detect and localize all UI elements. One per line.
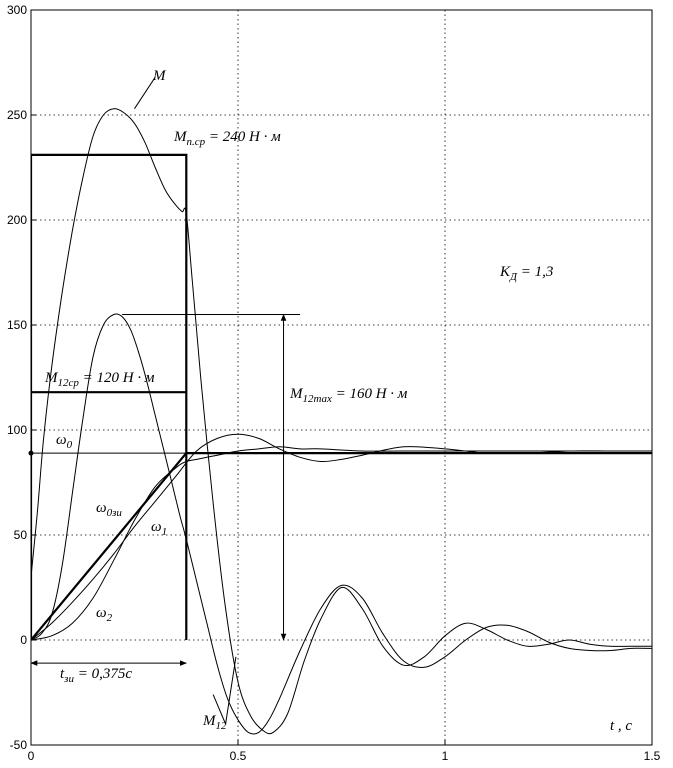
label-m-pcr: Mп.ср = 240 Н · м	[173, 129, 281, 148]
label-omega0zi: ω0зи	[96, 500, 122, 519]
y-tick-label: 50	[14, 528, 28, 542]
y-tick-label: 100	[7, 423, 27, 437]
label-m12: M12	[202, 713, 227, 732]
x-tick-label: 1.5	[644, 749, 661, 763]
plot-area	[30, 9, 653, 746]
series-m12-line	[31, 313, 652, 735]
series-m-pcr-rect-line	[31, 153, 188, 640]
label-m12cr: M12ср = 120 Н · м	[44, 370, 155, 389]
omega0-marker-dot	[28, 450, 34, 456]
label-m: M	[152, 68, 167, 84]
series-omega2-line	[31, 446, 652, 641]
label-omega2: ω2	[96, 605, 113, 624]
series-group	[31, 108, 652, 735]
m12-leader-line-1	[212, 694, 227, 725]
x-axis-label: t , c	[610, 718, 632, 734]
label-omega1: ω1	[151, 519, 167, 538]
x-tick-label: 0	[28, 749, 35, 763]
m-leader-line	[134, 76, 156, 109]
x-tick-label: 0.5	[230, 749, 247, 763]
grid	[31, 10, 652, 745]
y-tick-label: 250	[7, 108, 27, 122]
x-tick-label: 1	[442, 749, 449, 763]
y-tick-label: 150	[7, 318, 27, 332]
series-m-torque-line	[31, 108, 652, 735]
y-tick-label: 200	[7, 213, 27, 227]
label-tzi: tзи = 0,375с	[60, 666, 132, 685]
label-k-d: KД = 1,3	[499, 264, 553, 283]
y-tick-label: 300	[7, 3, 27, 17]
label-m12max: M12max = 160 Н · м	[289, 386, 408, 405]
m12-leader-line-2	[225, 656, 237, 725]
label-omega0: ω0	[56, 432, 73, 451]
y-tick-label: -50	[10, 738, 28, 752]
y-tick-label: 0	[20, 633, 27, 647]
